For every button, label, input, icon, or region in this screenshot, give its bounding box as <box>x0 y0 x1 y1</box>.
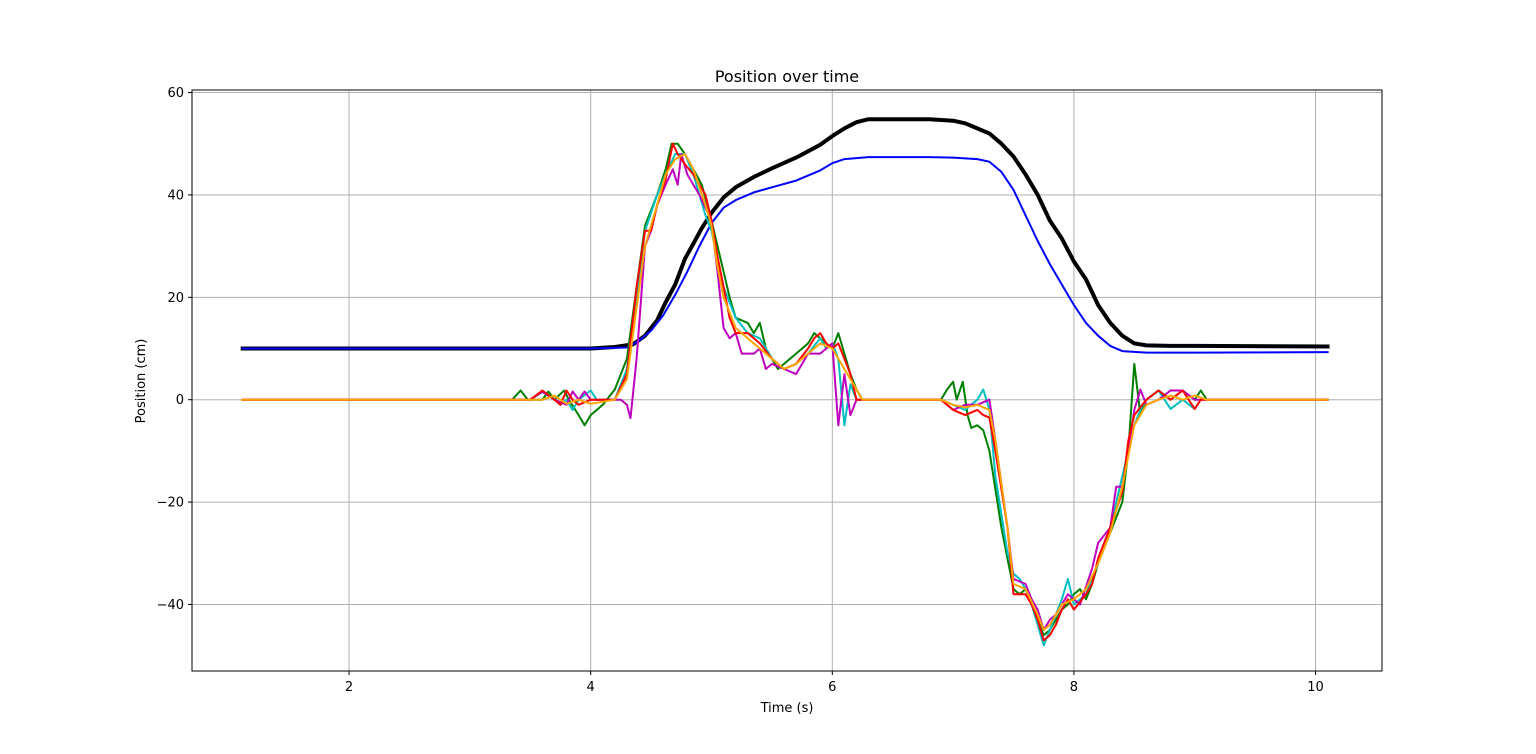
series-line-5 <box>241 153 1329 631</box>
series-line-2 <box>241 156 1329 354</box>
x-tick-label: 2 <box>345 680 353 695</box>
series-line-1 <box>240 117 1330 351</box>
series-line-7 <box>241 153 1329 631</box>
series-group <box>240 117 1330 647</box>
x-axis-ticks: 2 4 6 8 10 <box>345 671 1324 695</box>
x-axis-label: Time (s) <box>760 701 814 716</box>
y-tick-label: 0 <box>176 393 184 408</box>
grid-lines <box>192 90 1382 671</box>
series-line-4 <box>241 153 1329 647</box>
y-tick-label: 60 <box>167 86 184 101</box>
chart-title: Position over time <box>715 67 859 86</box>
y-tick-label: 20 <box>167 291 184 306</box>
y-tick-label: −40 <box>157 598 184 613</box>
x-tick-label: 4 <box>587 680 595 695</box>
x-tick-label: 10 <box>1307 680 1324 695</box>
y-tick-label: −20 <box>157 496 184 511</box>
plot-frame <box>191 89 1383 672</box>
y-axis-ticks: −40 −20 0 20 40 60 <box>157 86 192 613</box>
x-tick-label: 6 <box>828 680 836 695</box>
y-tick-label: 40 <box>167 188 184 203</box>
y-axis-label: Position (cm) <box>134 339 149 424</box>
x-tick-label: 8 <box>1070 680 1078 695</box>
series-line-6 <box>241 142 1329 642</box>
